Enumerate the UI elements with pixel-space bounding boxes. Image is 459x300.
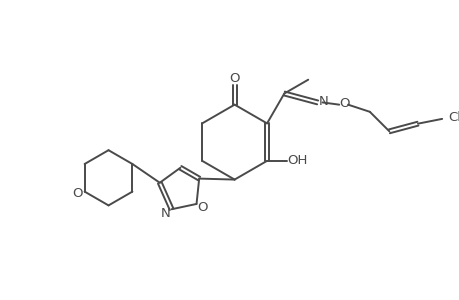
Text: N: N xyxy=(318,95,328,108)
Text: Cl: Cl xyxy=(448,111,459,124)
Text: N: N xyxy=(161,207,170,220)
Text: O: O xyxy=(197,201,207,214)
Text: OH: OH xyxy=(287,154,307,167)
Text: O: O xyxy=(73,187,83,200)
Text: O: O xyxy=(338,97,349,110)
Text: O: O xyxy=(229,71,239,85)
